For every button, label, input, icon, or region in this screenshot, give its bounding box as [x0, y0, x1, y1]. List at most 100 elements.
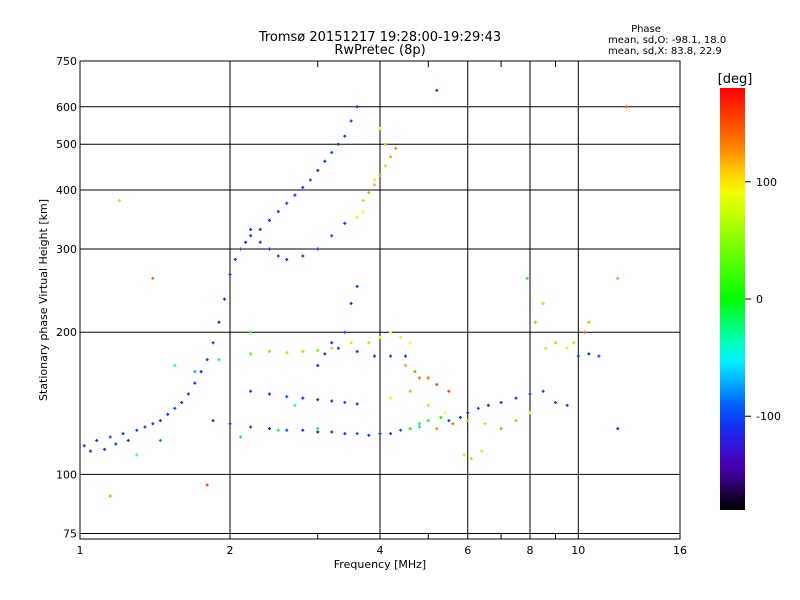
data-point: [528, 392, 532, 396]
data-point: [173, 364, 177, 368]
data-point: [336, 346, 340, 350]
y-tick-label: 200: [56, 326, 77, 339]
colorbar-label: [deg]: [718, 72, 753, 87]
x-tick-label: 10: [571, 544, 585, 557]
data-point: [435, 427, 439, 431]
data-points: [82, 88, 629, 498]
data-point: [355, 284, 359, 288]
data-point: [408, 427, 412, 431]
data-point: [126, 438, 130, 442]
data-point: [228, 272, 232, 276]
data-point: [413, 370, 417, 374]
data-point: [239, 435, 243, 439]
data-point: [343, 134, 347, 138]
data-point: [135, 428, 139, 432]
data-point: [166, 412, 170, 416]
data-point: [108, 435, 112, 439]
x-tick-label: 4: [377, 544, 384, 557]
data-point: [330, 346, 334, 350]
x-tick-label: 2: [227, 544, 234, 557]
data-point: [378, 173, 382, 177]
data-point: [316, 398, 320, 402]
data-point: [173, 406, 177, 410]
data-point: [249, 330, 253, 334]
data-point: [355, 402, 359, 406]
data-point: [244, 240, 248, 244]
data-point: [301, 185, 305, 189]
plot-area: 1 2 4 6 8 10 16 75 100 200 300 400 500 600 750: [56, 55, 687, 557]
data-point: [249, 389, 253, 393]
stats-x-line: mean, sd,X: 83.8, 22.9: [608, 46, 722, 57]
data-point: [228, 422, 232, 426]
data-point: [469, 457, 473, 461]
y-tick-label: 500: [56, 138, 77, 151]
data-point: [378, 335, 382, 339]
data-point: [285, 258, 289, 262]
colorbar-tick-label: 100: [756, 176, 777, 189]
data-point: [301, 428, 305, 432]
data-point: [301, 350, 305, 354]
data-point: [616, 276, 620, 280]
data-point: [458, 415, 462, 419]
x-axis-label: Frequency [MHz]: [334, 558, 426, 571]
grid-lines: [80, 61, 680, 539]
data-point: [378, 432, 382, 436]
data-point: [316, 427, 320, 431]
y-tick-label: 100: [56, 468, 77, 481]
data-point: [121, 432, 125, 436]
data-point: [349, 119, 353, 123]
data-point: [587, 352, 591, 356]
x-tick-label: 1: [77, 544, 84, 557]
colorbar: [deg] 100 0 -100: [718, 72, 781, 510]
data-point: [565, 403, 569, 407]
data-point: [143, 425, 147, 429]
data-point: [587, 320, 591, 324]
data-point: [383, 164, 387, 168]
data-point: [267, 392, 271, 396]
data-point: [233, 258, 237, 262]
data-point: [114, 442, 118, 446]
data-point: [330, 430, 334, 434]
y-tick-label: 600: [56, 101, 77, 114]
data-point: [389, 396, 393, 400]
data-point: [301, 254, 305, 258]
data-point: [276, 254, 280, 258]
data-point: [361, 210, 365, 214]
data-point: [316, 364, 320, 368]
data-point: [541, 389, 545, 393]
data-point: [267, 247, 271, 251]
data-point: [476, 406, 480, 410]
data-point: [597, 354, 601, 358]
data-point: [528, 411, 532, 415]
x-tick-label: 8: [527, 544, 534, 557]
colorbar-tick-label: -100: [756, 410, 781, 423]
data-point: [267, 350, 271, 354]
data-point: [205, 483, 209, 487]
data-point: [151, 276, 155, 280]
data-point: [514, 419, 518, 423]
stats-o-line: mean, sd,O: -98.1, 18.0: [608, 35, 726, 46]
y-axis-label: Stationary phase Virtual Height [km]: [37, 199, 50, 401]
data-point: [544, 346, 548, 350]
data-point: [180, 400, 184, 404]
y-tick-label: 300: [56, 243, 77, 256]
colorbar-gradient: [720, 88, 745, 510]
data-point: [361, 199, 365, 203]
data-point: [330, 341, 334, 345]
data-point: [625, 105, 629, 109]
data-point: [435, 383, 439, 387]
data-point: [323, 159, 327, 163]
y-tick-label: 75: [63, 527, 77, 540]
data-point: [533, 320, 537, 324]
data-point: [293, 193, 297, 197]
data-point: [553, 400, 557, 404]
data-point: [403, 364, 407, 368]
data-point: [389, 354, 393, 358]
data-point: [343, 400, 347, 404]
data-point: [276, 428, 280, 432]
stats-heading: Phase: [631, 24, 661, 35]
data-point: [355, 105, 359, 109]
axis-ticks: 1 2 4 6 8 10 16 75 100 200 300 400 500 600 750: [56, 55, 687, 557]
data-point: [117, 199, 121, 203]
